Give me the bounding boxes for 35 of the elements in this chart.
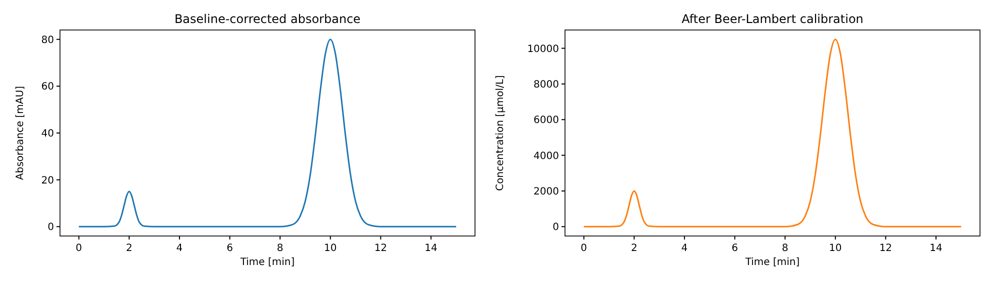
line-series bbox=[583, 38, 962, 228]
x-tick-label: 4 bbox=[176, 243, 183, 254]
x-tick-label: 6 bbox=[226, 243, 233, 254]
x-tick-label: 6 bbox=[732, 243, 738, 254]
y-tick-label: 80 bbox=[41, 34, 54, 46]
y-tick-label: 60 bbox=[41, 82, 54, 93]
x-tick-label: 12 bbox=[879, 243, 892, 254]
x-tick-label: 8 bbox=[782, 243, 788, 254]
x-tick-label: 0 bbox=[580, 243, 588, 254]
x-tick-label: 4 bbox=[681, 243, 688, 254]
y-tick-label: 0 bbox=[48, 222, 54, 234]
y-tick-label: 20 bbox=[41, 175, 54, 186]
y-tick-label: 6000 bbox=[534, 115, 559, 126]
x-tick-label: 0 bbox=[76, 243, 82, 254]
x-tick-label: 14 bbox=[424, 243, 438, 254]
x-tick-label: 2 bbox=[630, 243, 638, 254]
x-tick-label: 10 bbox=[324, 243, 337, 254]
y-tick-label: 8000 bbox=[534, 79, 559, 90]
x-axis-title: Time [min] bbox=[239, 257, 295, 268]
x-tick-label: 10 bbox=[829, 243, 842, 254]
chart-title: Baseline-corrected absorbance bbox=[174, 12, 361, 26]
y-tick-label: 40 bbox=[41, 128, 54, 140]
y-axis-title: Concentration [µmol/L] bbox=[495, 75, 506, 191]
line-series bbox=[78, 38, 457, 228]
y-tick-label: 4000 bbox=[534, 150, 559, 162]
y-axis-title: Absorbance [mAU] bbox=[15, 86, 26, 180]
chart-title: After Beer-Lambert calibration bbox=[682, 12, 864, 26]
x-tick-label: 2 bbox=[126, 243, 132, 254]
x-tick-label: 12 bbox=[374, 243, 388, 254]
y-tick-label: 0 bbox=[552, 222, 559, 234]
x-axis-title: Time [min] bbox=[744, 257, 800, 268]
y-tick-label: 2000 bbox=[534, 186, 559, 198]
x-tick-label: 14 bbox=[930, 243, 942, 254]
x-tick-label: 8 bbox=[276, 243, 284, 254]
y-tick-label: 10000 bbox=[527, 44, 559, 55]
